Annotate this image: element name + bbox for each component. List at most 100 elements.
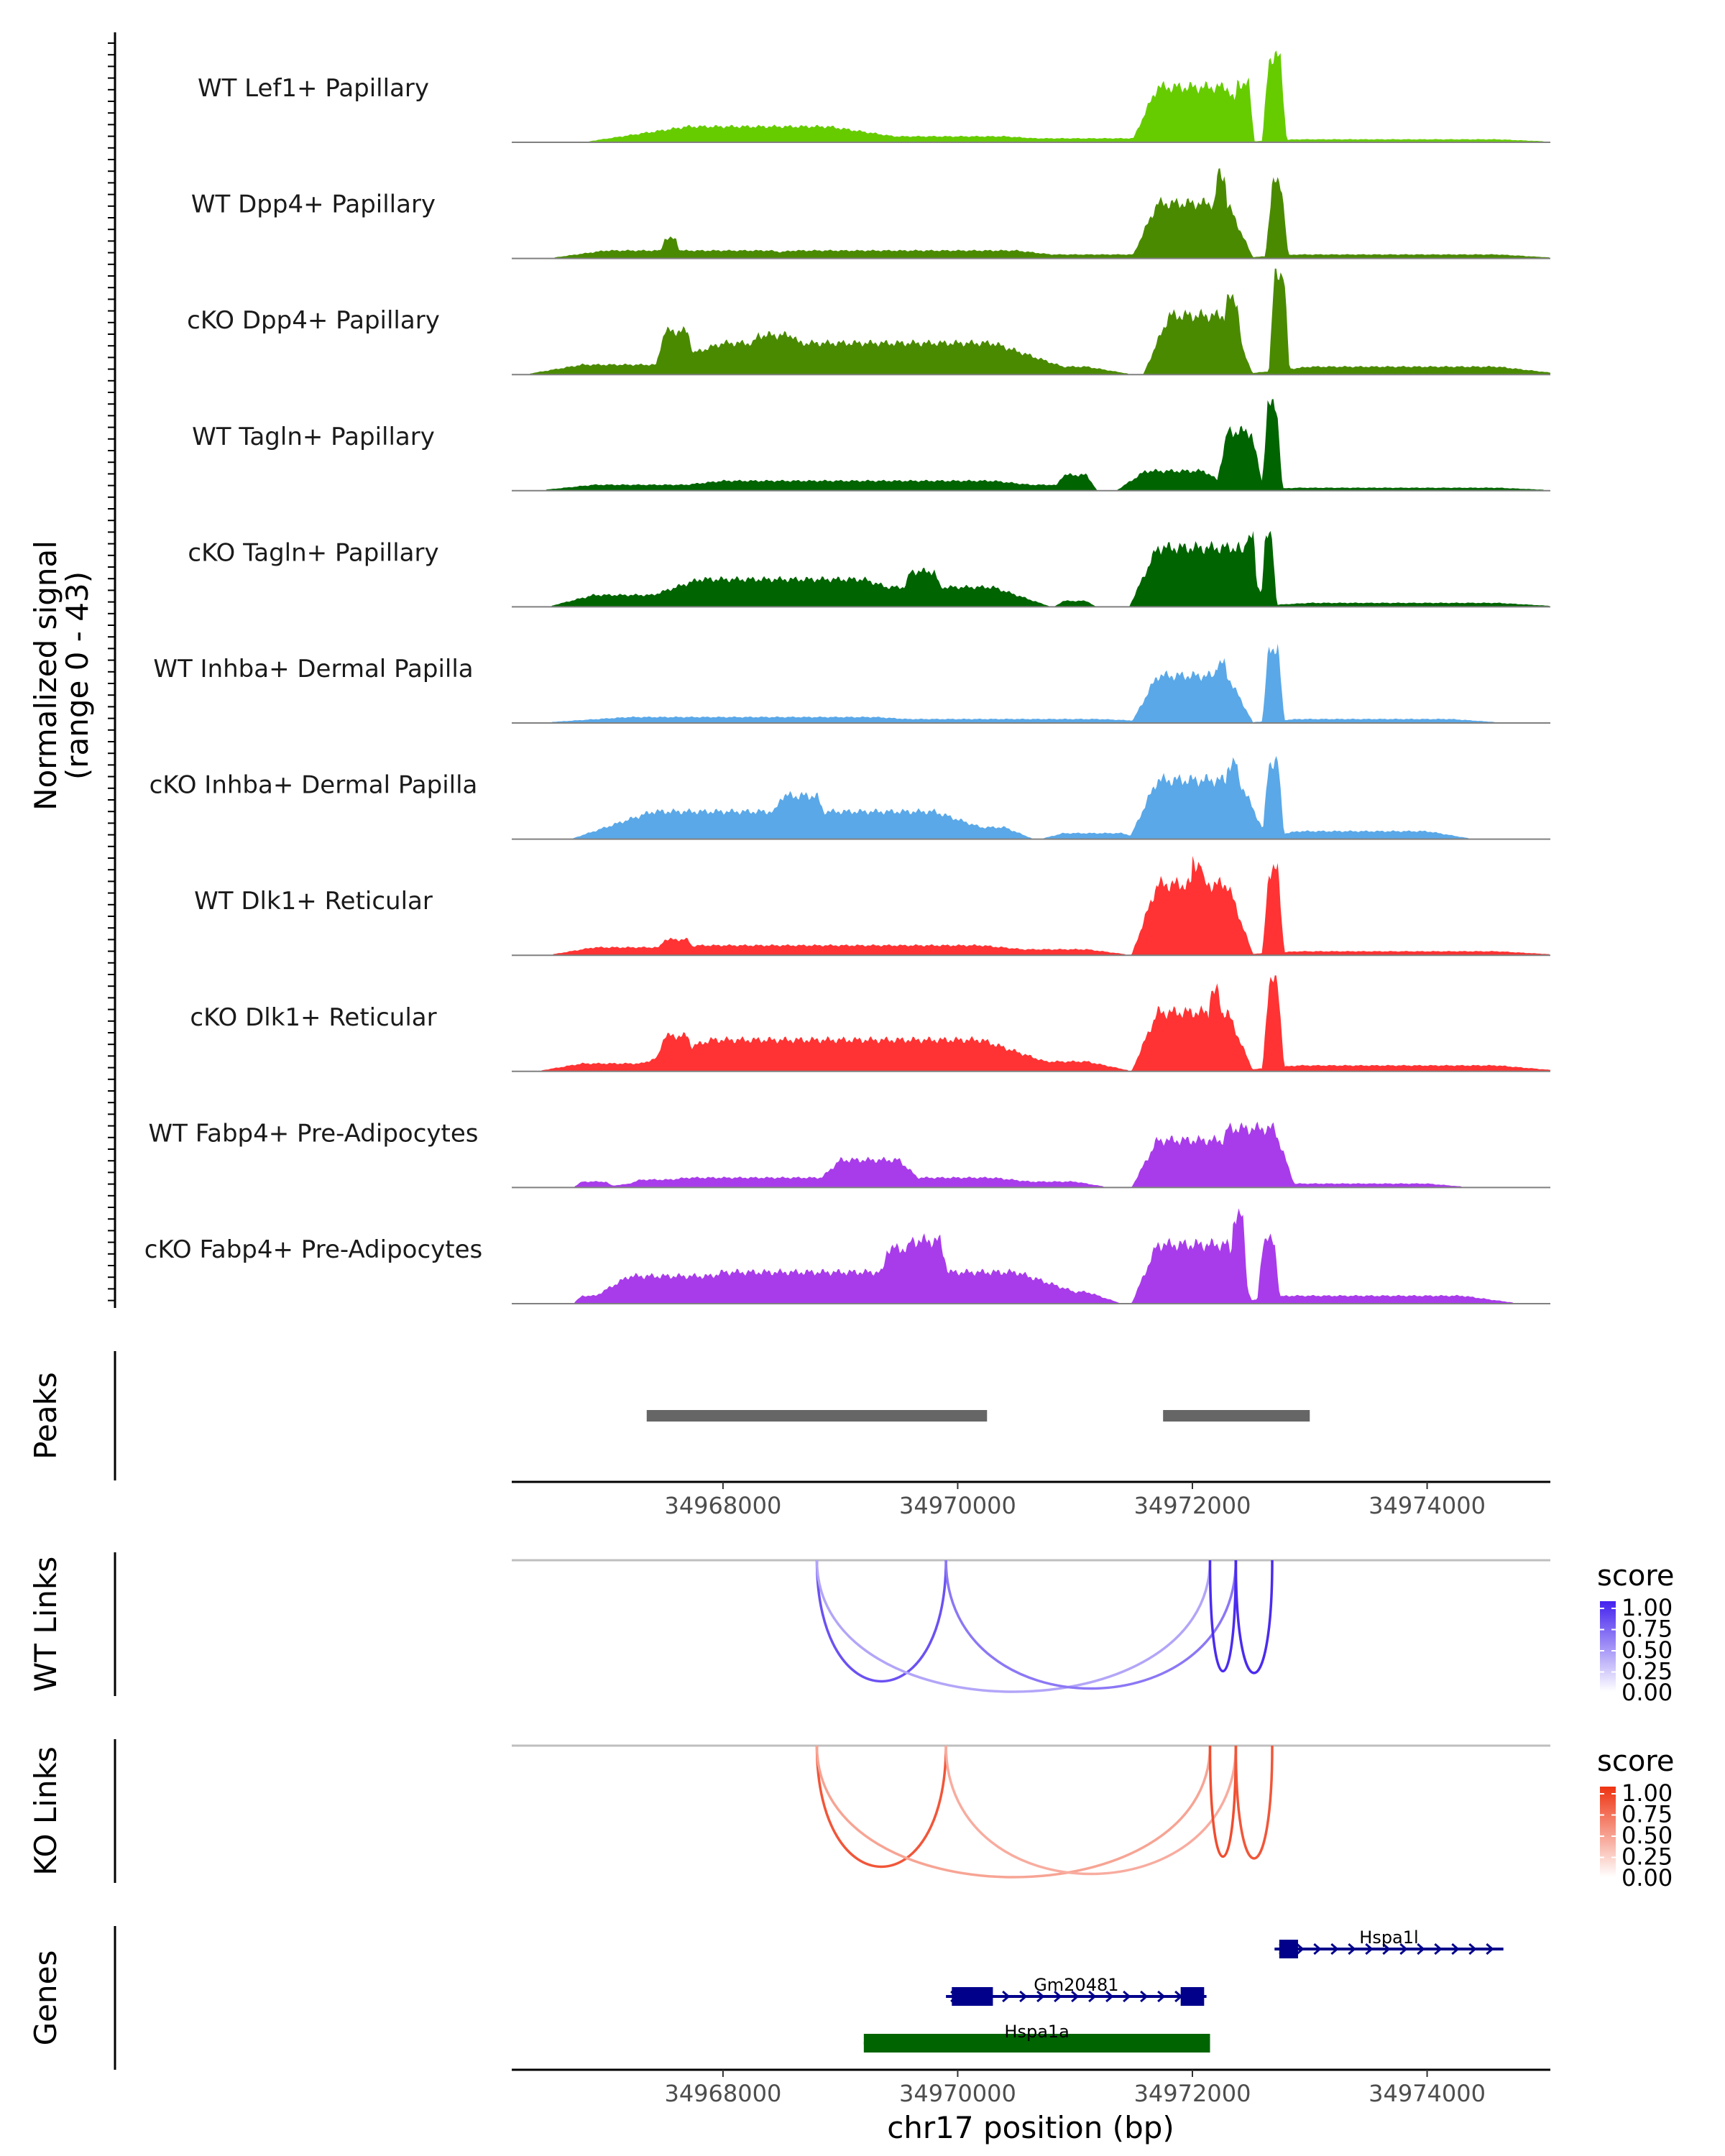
gene-model: Hspa1a xyxy=(863,2022,1210,2053)
signal-track: cKO Fabp4+ Pre-Adipocytes xyxy=(144,1208,1550,1304)
peak-region-bar xyxy=(1163,1410,1310,1422)
signal-area xyxy=(512,50,1550,142)
strand-arrow xyxy=(1054,1990,1062,2003)
genes-x-tick-label: 34968000 xyxy=(664,2080,781,2107)
legend-tick-label: 0.75 xyxy=(1622,1801,1673,1828)
track-label: WT Inhba+ Dermal Papilla xyxy=(153,655,473,683)
track-label: cKO Dpp4+ Papillary xyxy=(187,306,440,335)
strand-arrow xyxy=(1365,1943,1374,1955)
strand-arrow xyxy=(1399,1943,1408,1955)
signal-track: WT Fabp4+ Pre-Adipocytes xyxy=(149,1119,1550,1189)
peak-region-bar xyxy=(646,1410,988,1422)
gene-exon xyxy=(1180,1987,1205,2006)
signal-tracks: WT Lef1+ Papillary WT Dpp4+ Papillary cKO … xyxy=(144,50,1550,1304)
track-label: cKO Fabp4+ Pre-Adipocytes xyxy=(144,1235,483,1264)
strand-arrow xyxy=(1468,1943,1477,1955)
link-arc xyxy=(1234,1560,1274,1674)
legend-tick-label: 0.75 xyxy=(1622,1616,1673,1643)
signal-track: WT Tagln+ Papillary xyxy=(192,399,1550,492)
strand-arrow xyxy=(1451,1943,1460,1955)
gene-name-label: Hspa1a xyxy=(1004,2022,1069,2042)
gene-model: Gm20481 xyxy=(946,1975,1207,2006)
genes-label: Genes xyxy=(28,1950,63,2046)
signal-ylabel-line2: (range 0 - 43) xyxy=(60,571,95,780)
gene-model: Hspa1l xyxy=(1274,1927,1504,1958)
signal-area xyxy=(512,855,1550,956)
gene-exon xyxy=(952,1987,993,2006)
signal-track: WT Lef1+ Papillary xyxy=(198,50,1550,143)
strand-arrow xyxy=(1157,1990,1166,2003)
wt-link-arcs xyxy=(815,1560,1274,1693)
strand-arrow xyxy=(1434,1943,1443,1955)
signal-area xyxy=(512,975,1550,1072)
ko-link-arcs xyxy=(815,1745,1274,1879)
strand-arrow xyxy=(1330,1943,1339,1955)
peaks-x-ticks: 34968000 34970000 34972000 34974000 xyxy=(664,1482,1486,1519)
genes-panel: Genes Hspa1l Gm20481 Hspa1a 34968000 349700… xyxy=(28,1926,1550,2145)
legend-tick-label: 0.00 xyxy=(1622,1864,1673,1892)
strand-arrow xyxy=(1036,1990,1045,2003)
signal-panel: Normalized signal (range 0 - 43) WT Lef1… xyxy=(28,32,1550,1308)
wt-links-label: WT Links xyxy=(28,1557,63,1692)
link-arc xyxy=(1208,1560,1238,1673)
ko-links-label: KO Links xyxy=(28,1746,63,1876)
strand-arrow xyxy=(1486,1943,1494,1955)
signal-track: WT Dpp4+ Papillary xyxy=(191,168,1550,259)
peak-regions xyxy=(646,1410,1310,1422)
x-axis-title: chr17 position (bp) xyxy=(887,2110,1174,2145)
legend-colorbar xyxy=(1600,1787,1616,1877)
track-label: cKO Inhba+ Dermal Papilla xyxy=(150,771,478,800)
legend-colorbar xyxy=(1600,1601,1616,1692)
signal-area xyxy=(512,530,1550,607)
track-label: cKO Dlk1+ Reticular xyxy=(190,1003,436,1032)
legend-title: score xyxy=(1597,1560,1674,1593)
legend-tick-label: 0.50 xyxy=(1622,1636,1673,1664)
gene-exon xyxy=(1279,1940,1298,1958)
track-label: WT Tagln+ Papillary xyxy=(192,423,435,451)
signal-area xyxy=(512,643,1550,723)
legend-tick-label: 1.00 xyxy=(1622,1779,1673,1807)
legend-tick-label: 0.00 xyxy=(1622,1679,1673,1706)
genes-x-ticks: 34968000 34970000 34972000 34974000 xyxy=(664,2070,1486,2107)
legend-tick-label: 0.50 xyxy=(1622,1822,1673,1849)
signal-area xyxy=(512,399,1550,491)
signal-ylabel-line1: Normalized signal xyxy=(28,540,63,811)
gene-name-label: Gm20481 xyxy=(1034,1975,1118,1995)
signal-track: cKO Dpp4+ Papillary xyxy=(187,268,1550,376)
strand-arrow xyxy=(1313,1943,1322,1955)
signal-area xyxy=(512,1208,1550,1304)
peaks-panel: Peaks 34968000 34970000 34972000 34974000 xyxy=(28,1351,1550,1519)
signal-track: cKO Dlk1+ Reticular xyxy=(190,975,1550,1072)
signal-area xyxy=(512,168,1550,259)
track-label: WT Lef1+ Papillary xyxy=(198,74,429,103)
gene-exon xyxy=(863,2034,1210,2053)
peaks-x-tick-label: 34972000 xyxy=(1134,1492,1251,1519)
genes-x-tick-label: 34970000 xyxy=(899,2080,1016,2107)
signal-track: cKO Inhba+ Dermal Papilla xyxy=(150,755,1550,840)
strand-arrow xyxy=(1123,1990,1131,2003)
link-arc xyxy=(815,1560,1212,1693)
link-arc xyxy=(815,1745,1212,1879)
strand-arrow xyxy=(1382,1943,1391,1955)
strand-arrow xyxy=(1002,1990,1011,2003)
strand-arrow xyxy=(1088,1990,1097,2003)
strand-arrow xyxy=(1296,1943,1305,1955)
signal-area xyxy=(512,268,1550,375)
signal-y-ticks xyxy=(108,42,115,1302)
link-arc xyxy=(944,1745,1238,1876)
legend-tick-label: 0.25 xyxy=(1622,1843,1673,1871)
signal-area xyxy=(512,1121,1550,1188)
gene-name-label: Hspa1l xyxy=(1359,1927,1418,1948)
track-label: WT Dlk1+ Reticular xyxy=(194,887,433,916)
strand-arrow xyxy=(1071,1990,1080,2003)
peaks-label: Peaks xyxy=(28,1372,63,1460)
legend-tick-label: 1.00 xyxy=(1622,1594,1673,1621)
strand-arrow xyxy=(1417,1943,1425,1955)
peaks-x-tick-label: 34968000 xyxy=(664,1492,781,1519)
